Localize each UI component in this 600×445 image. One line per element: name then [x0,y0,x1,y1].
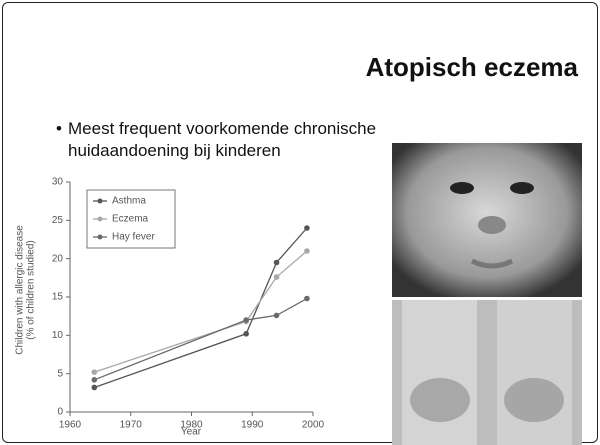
data-point [304,248,310,254]
knees-photo [392,300,582,445]
x-tick-label: 1960 [59,420,82,431]
legend-label: Eczema [112,214,149,225]
y-tick-label: 15 [52,292,64,303]
bullet-text: Meest frequent voorkomende chronische hu… [68,119,376,160]
x-tick-label: 1990 [241,420,264,431]
data-point [304,296,310,302]
data-point [243,317,249,323]
data-point [274,313,280,319]
series-line [94,299,307,380]
y-tick-label: 0 [57,407,63,418]
slide-title: Atopisch eczema [366,52,578,83]
y-axis-label: (% of children studied) [26,240,37,340]
data-point [92,377,98,383]
y-tick-label: 25 [52,215,64,226]
x-tick-label: 1970 [120,420,143,431]
x-tick-label: 2000 [302,420,325,431]
baby-face-photo [392,143,582,297]
series-line [94,228,307,387]
data-point [243,331,249,337]
legend-marker [98,199,103,204]
chart: Children with allergic disease (% of chi… [0,170,340,440]
legend-label: Hay fever [112,232,155,243]
data-point [92,385,98,391]
series-line [94,251,307,372]
legend-label: Asthma [112,196,146,207]
y-tick-label: 20 [52,253,64,264]
data-point [92,369,98,375]
data-point [304,225,310,231]
y-tick-label: 5 [57,368,63,379]
y-tick-label: 10 [52,330,64,341]
data-point [274,274,280,280]
legend-marker [98,217,103,222]
bullet-dot: • [56,118,62,140]
data-point [274,260,280,266]
y-tick-label: 30 [52,177,64,188]
legend-marker [98,235,103,240]
y-axis-label: Children with allergic disease [15,225,26,355]
x-tick-label: 1980 [180,420,203,431]
slide: Atopisch eczema • Meest frequent voorkome… [0,0,600,445]
